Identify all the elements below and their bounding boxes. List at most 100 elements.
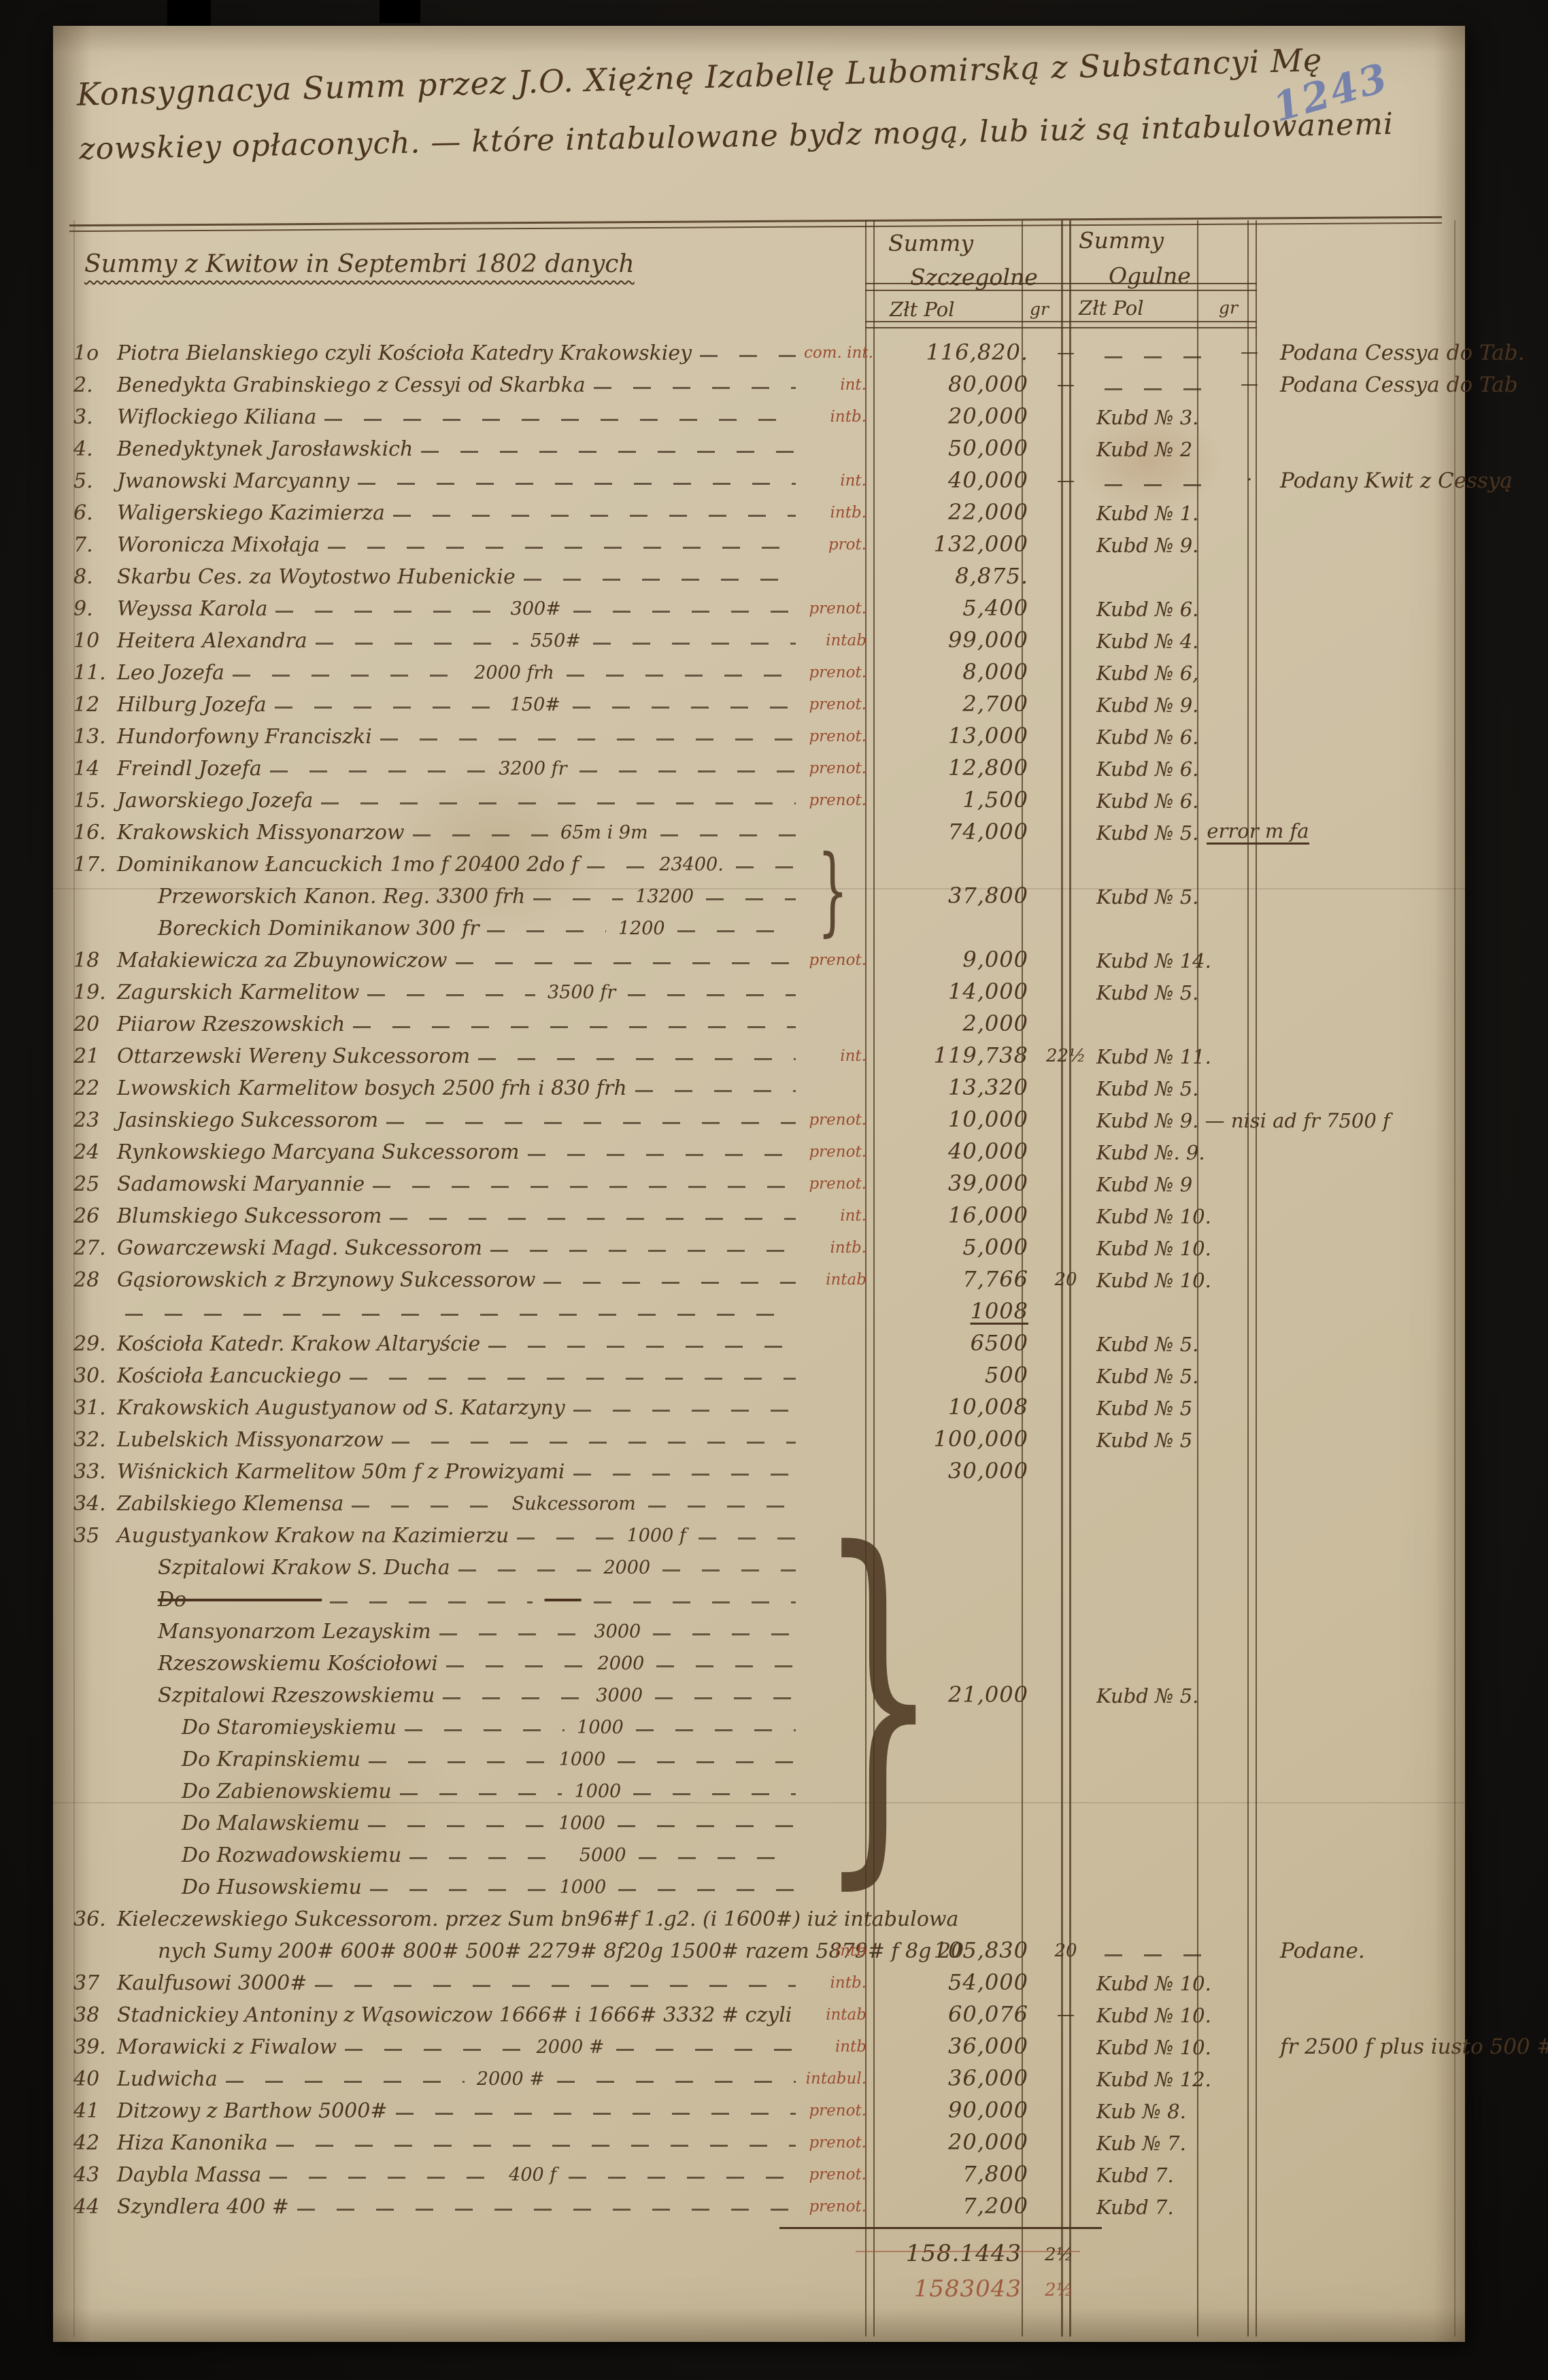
dash-leader: [573, 611, 796, 613]
sum-ogulne: [1086, 356, 1224, 365]
sum-ogulne: Kubd № 9: [1086, 1173, 1224, 1196]
entry-name-text: Zabilskiego Klemensa: [117, 1492, 344, 1516]
sum-szczegolne: 100,000: [933, 1426, 1028, 1452]
ledger-row: 31. Krakowskich Augustyanow od S. Katarzy…: [73, 1388, 1442, 1420]
kubd-reference: Kubd № 3.: [1096, 406, 1199, 429]
sum-ogulne: Kubd № 10.: [1086, 1237, 1224, 1260]
dash-leader: [647, 1506, 796, 1508]
entry-name: Boreckich Dominikanow 300 fr 1200: [117, 917, 804, 940]
groszy: —: [1057, 2005, 1075, 2025]
ledger-row: Do Husowskiemu 1000: [73, 1867, 1442, 1899]
column-line-gr2: [1197, 220, 1198, 2336]
subheader-gr-1: gr: [1030, 299, 1049, 319]
dash-leader: [390, 1218, 796, 1220]
ledger-row: 34. Zabilskiego Klemensa Sukcessorom: [73, 1484, 1442, 1516]
entry-name-text: Szpitalowi Krakow S. Ducha: [158, 1556, 450, 1580]
entry-name: Wiśnickich Karmelitow 50m f z Prowizyami: [117, 1460, 804, 1484]
ledger-row: 22 Lwowskich Karmelitow bosych 2500 frh i…: [73, 1068, 1442, 1100]
kubd-note: error m fa: [1207, 819, 1309, 845]
kubd-reference: Kubd № 6,: [1096, 662, 1199, 685]
entry-number: 24: [73, 1140, 100, 1164]
entry-name: Szyndlera 400 #: [117, 2195, 804, 2219]
column-line-remarks-b: [1256, 220, 1257, 2336]
dash-leader: [386, 1122, 796, 1124]
margin-annotation: prenot.: [809, 728, 866, 745]
ogulne-groszy: —: [1241, 342, 1258, 362]
ledger-row: 28 Gąsiorowskich z Brzynowy Sukcessorow in…: [73, 1260, 1442, 1292]
dash-leader: [321, 802, 796, 804]
sum-szczegolne: 13,000: [948, 723, 1028, 749]
entry-number: 19.: [73, 981, 106, 1004]
sum-ogulne: Kubd № 3.: [1086, 406, 1224, 429]
ledger-row: 33. Wiśnickich Karmelitow 50m f z Prowizy…: [73, 1452, 1442, 1484]
sum-ogulne: Kubd № 6.: [1086, 726, 1224, 749]
dash-leader: [421, 451, 796, 453]
kubd-reference: Kubd № 5.: [1096, 1684, 1199, 1707]
entry-name: [117, 1314, 804, 1324]
inline-amount: 3500 fr: [548, 982, 616, 1003]
ledger-row: 32. Lubelskich Missyonarzow 100,000 Kubd № …: [73, 1420, 1442, 1452]
ledger-row: 40 Ludwicha 2000 # intabul. 36,000 Kubd № 12.: [73, 2059, 1442, 2091]
sum-ogulne: [1086, 484, 1224, 493]
entry-name-text: Do ——— ———: [158, 1588, 322, 1612]
sum-ogulne: Kubd № 2: [1086, 438, 1224, 461]
column-line-sums-left-a: [865, 220, 866, 2336]
margin-annotation: prenot.: [809, 664, 866, 681]
ledger-row: Do Malawskiemu 1000: [73, 1803, 1442, 1835]
ledger-row: 7. Woronicza Mixołaja prot. 132,000 Kubd № 9…: [73, 525, 1442, 557]
ledger-row: 41 Ditzowy z Barthow 5000# prenot. 90,000 Ku…: [73, 2091, 1442, 2123]
entry-number: 29.: [73, 1332, 106, 1356]
entry-name-text: nych Sumy 200# 600# 800# 500# 2279# 8f20…: [158, 1939, 964, 1963]
ledger-row: 35 Augustyankow Krakow na Kazimierzu 1000 …: [73, 1505, 1442, 1888]
ledger-row: 1o Piotra Bielanskiego czyli Kościoła Kat…: [73, 333, 1524, 365]
dash-leader: [638, 1857, 796, 1859]
remark: Podana Cessya do Tab.: [1280, 341, 1525, 365]
entry-name: Szpitalowi Rzeszowskiemu 3000: [117, 1684, 804, 1707]
entry-name: Ditzowy z Barthow 5000#: [117, 2099, 804, 2123]
kubd-reference: Kubd № 5.: [1096, 1333, 1199, 1356]
paper-crease: [53, 888, 1465, 889]
sum-ogulne: Kubd № 5.: [1086, 981, 1224, 1004]
dash-leader: [328, 547, 796, 549]
dash-leader: [368, 1825, 547, 1827]
dash-leader: [527, 1154, 796, 1156]
entry-name: Jaworskiego Jozefa: [117, 789, 804, 813]
dash-leader: [1105, 356, 1216, 358]
sum-szczegolne: 30,000: [948, 1458, 1028, 1484]
total-sum: 1583043: [913, 2275, 1022, 2302]
sum-szczegolne: 132,000: [933, 531, 1028, 557]
entry-name: Morawicki z Fiwalow 2000 #: [117, 2035, 804, 2059]
entry-name: Daybla Massa 400 f: [117, 2163, 804, 2187]
entry-name-text: Małakiewicza za Zbuynowiczow: [117, 949, 448, 972]
sum-szczegolne: 10,000: [948, 1106, 1028, 1132]
entry-name: Wiflockiego Kiliana: [117, 405, 804, 429]
entry-name-text: Rzeszowskiemu Kościołowi: [158, 1652, 438, 1676]
entry-name: Jasinskiego Sukcessorom: [117, 1108, 804, 1132]
inline-amount: 2000: [597, 1653, 645, 1674]
entry-name: nych Sumy 200# 600# 800# 500# 2279# 8f20…: [117, 1939, 964, 1963]
ledger-row: 8. Skarbu Ces. za Woytostwo Hubenickie 8,8…: [73, 557, 1442, 589]
ledger-row: 36. Kieleczewskiego Sukcessorom. przez Su…: [73, 1899, 1442, 1931]
kubd-reference: Kub № 8.: [1096, 2100, 1186, 2123]
dash-leader: [369, 1889, 548, 1891]
sum-szczegolne: 1008: [970, 1298, 1028, 1324]
entry-name-text: Do Rozwadowskiemu: [182, 1843, 402, 1867]
entry-name: Kościoła Katedr. Krakow Altaryście: [117, 1332, 804, 1356]
entry-name-text: Benedykta Grabinskiego z Cessyi od Skarb…: [117, 373, 586, 397]
entry-name: Hundorfowny Franciszki: [117, 725, 804, 749]
ledger-row: 27. Gowarczewski Magd. Sukcessorom intb. 5,…: [73, 1228, 1442, 1260]
dash-leader: [380, 738, 796, 741]
entry-name: Kościoła Łancuckiego: [117, 1364, 804, 1388]
kubd-reference: Kubd № 6.: [1096, 726, 1199, 749]
inline-amount: 300#: [510, 598, 561, 619]
groszy: 20: [1054, 1270, 1077, 1290]
dash-leader: [487, 930, 606, 932]
entry-number: 44: [73, 2195, 100, 2219]
remark: Podana Cessya do Tab: [1280, 373, 1518, 397]
manuscript-page: 12 43 Konsygnacya Summ przez J.O. Xiężnę …: [53, 26, 1548, 2342]
margin-annotation: prenot.: [809, 2134, 866, 2152]
kubd-reference: Kubd № 1.: [1096, 502, 1199, 525]
sum-szczegolne: 119,738: [933, 1042, 1028, 1068]
entry-number: 18: [73, 949, 100, 972]
